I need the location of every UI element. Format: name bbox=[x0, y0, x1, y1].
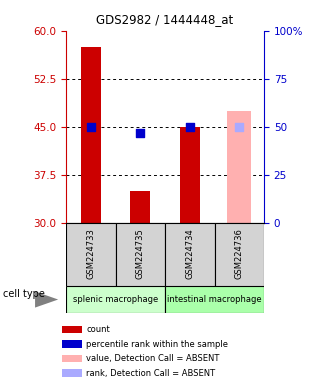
Bar bbox=[66, 223, 115, 286]
Text: GSM224735: GSM224735 bbox=[136, 228, 145, 278]
Text: GSM224734: GSM224734 bbox=[185, 228, 194, 278]
Bar bbox=[214, 223, 264, 286]
Bar bbox=[62, 326, 82, 333]
Text: GSM224736: GSM224736 bbox=[235, 228, 244, 278]
Bar bbox=[66, 286, 165, 313]
Bar bbox=[81, 47, 101, 223]
Bar bbox=[165, 286, 264, 313]
Point bbox=[187, 124, 192, 130]
Text: percentile rank within the sample: percentile rank within the sample bbox=[86, 339, 228, 349]
Bar bbox=[180, 127, 200, 223]
Bar bbox=[165, 223, 214, 286]
Bar bbox=[62, 340, 82, 348]
Bar bbox=[62, 369, 82, 377]
Text: value, Detection Call = ABSENT: value, Detection Call = ABSENT bbox=[86, 354, 220, 363]
Bar bbox=[227, 111, 251, 223]
Text: rank, Detection Call = ABSENT: rank, Detection Call = ABSENT bbox=[86, 369, 215, 378]
Point bbox=[88, 124, 93, 130]
Text: count: count bbox=[86, 325, 110, 334]
Text: cell type: cell type bbox=[3, 289, 45, 299]
Text: GSM224733: GSM224733 bbox=[86, 228, 95, 278]
Bar bbox=[130, 191, 150, 223]
Text: splenic macrophage: splenic macrophage bbox=[73, 295, 158, 304]
Bar bbox=[115, 223, 165, 286]
Bar bbox=[62, 355, 82, 362]
Polygon shape bbox=[35, 291, 58, 308]
Text: intestinal macrophage: intestinal macrophage bbox=[167, 295, 262, 304]
Point bbox=[237, 124, 242, 130]
Point bbox=[138, 130, 143, 136]
Text: GDS2982 / 1444448_at: GDS2982 / 1444448_at bbox=[96, 13, 234, 26]
